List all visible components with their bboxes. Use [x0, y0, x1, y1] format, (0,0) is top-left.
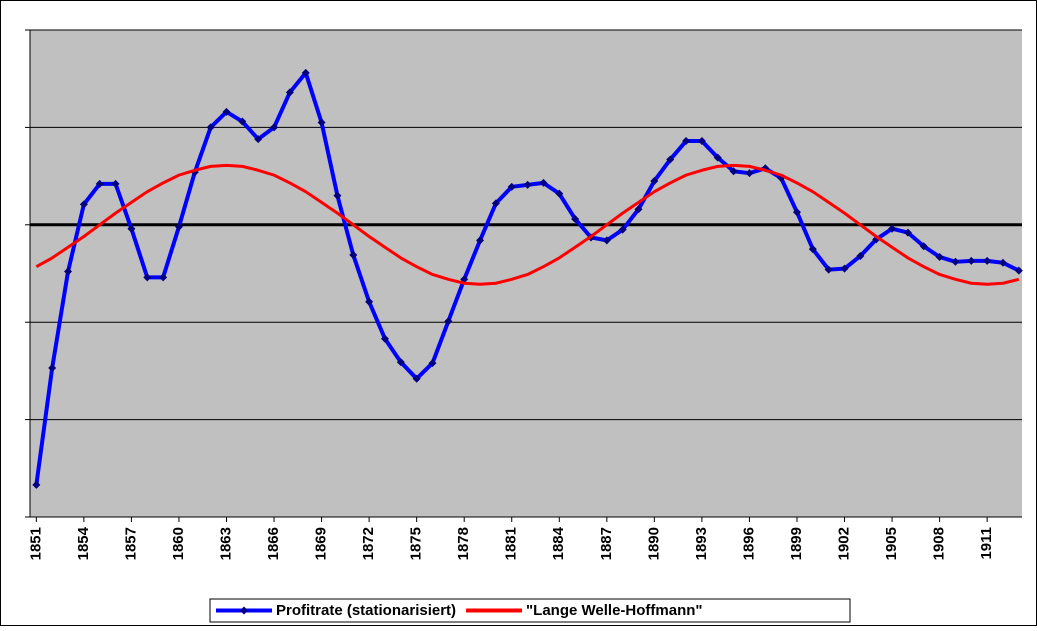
point: [824, 265, 833, 274]
point: [666, 155, 675, 164]
x-tick-label: 1854: [75, 526, 92, 560]
x-tick-label: 1884: [550, 526, 567, 560]
point: [697, 137, 706, 146]
x-tick-label: 1887: [598, 527, 615, 560]
point: [48, 363, 57, 372]
point: [285, 88, 294, 97]
point: [428, 359, 437, 368]
point: [206, 123, 215, 132]
legend-marker: [240, 606, 248, 615]
x-tick-label: 1890: [645, 527, 662, 560]
x-tick-label: 1866: [265, 527, 282, 560]
x-tick-label: 1899: [788, 527, 805, 560]
x-tick-label: 1857: [122, 527, 139, 560]
x-tick-label: 1911: [978, 527, 995, 560]
point: [983, 256, 992, 265]
point: [32, 480, 41, 489]
point: [682, 137, 691, 146]
point: [634, 205, 643, 214]
point: [903, 228, 912, 237]
point: [650, 176, 659, 185]
point: [349, 250, 358, 259]
series-line: [35, 163, 1020, 286]
point: [491, 199, 500, 208]
point: [555, 189, 564, 198]
point: [301, 68, 310, 77]
x-tick-label: 1908: [931, 527, 948, 560]
point: [380, 334, 389, 343]
x-tick-label: 1878: [455, 527, 472, 560]
point: [79, 200, 88, 209]
x-tick-label: 1869: [313, 527, 330, 560]
point: [539, 178, 548, 187]
point: [840, 264, 849, 273]
x-tick-label: 1863: [217, 527, 234, 560]
point: [174, 222, 183, 231]
x-tick-label: 1851: [27, 527, 44, 560]
point: [412, 374, 421, 383]
point: [333, 191, 342, 200]
point: [159, 273, 168, 282]
x-tick-label: 1872: [360, 527, 377, 560]
point: [919, 242, 928, 251]
legend-label: Profitrate (stationarisiert): [276, 602, 456, 619]
point: [602, 236, 611, 245]
point: [745, 169, 754, 178]
point: [396, 358, 405, 367]
point: [507, 182, 516, 191]
point: [935, 252, 944, 261]
x-tick-label: 1905: [883, 527, 900, 560]
point: [476, 236, 485, 245]
point: [618, 225, 627, 234]
point: [444, 317, 453, 326]
x-tick-label: 1896: [740, 527, 757, 560]
point: [317, 118, 326, 127]
point: [951, 257, 960, 266]
point: [713, 153, 722, 162]
x-tick-label: 1860: [170, 527, 187, 560]
point: [856, 251, 865, 260]
point: [998, 258, 1007, 267]
point: [254, 135, 263, 144]
legend: Profitrate (stationarisiert) "Lange Welle…: [209, 598, 851, 623]
point: [967, 256, 976, 265]
point: [95, 179, 104, 188]
point: [222, 107, 231, 116]
point: [808, 245, 817, 254]
x-tick-label: 1893: [693, 527, 710, 560]
point: [729, 167, 738, 176]
legend-box: [209, 598, 851, 623]
legend-label: "Lange Welle-Hoffmann": [526, 602, 702, 619]
point: [238, 117, 247, 126]
x-tick-label: 1881: [503, 527, 520, 560]
x-tick-label: 1875: [408, 527, 425, 560]
point: [888, 224, 897, 233]
point: [1014, 266, 1023, 275]
point: [111, 179, 120, 188]
point: [64, 267, 73, 276]
point: [792, 208, 801, 217]
point: [571, 214, 580, 223]
point: [523, 180, 532, 189]
point: [127, 224, 136, 233]
point: [270, 123, 279, 132]
x-tick-label: 1902: [835, 527, 852, 560]
point: [365, 297, 374, 306]
point: [143, 273, 152, 282]
